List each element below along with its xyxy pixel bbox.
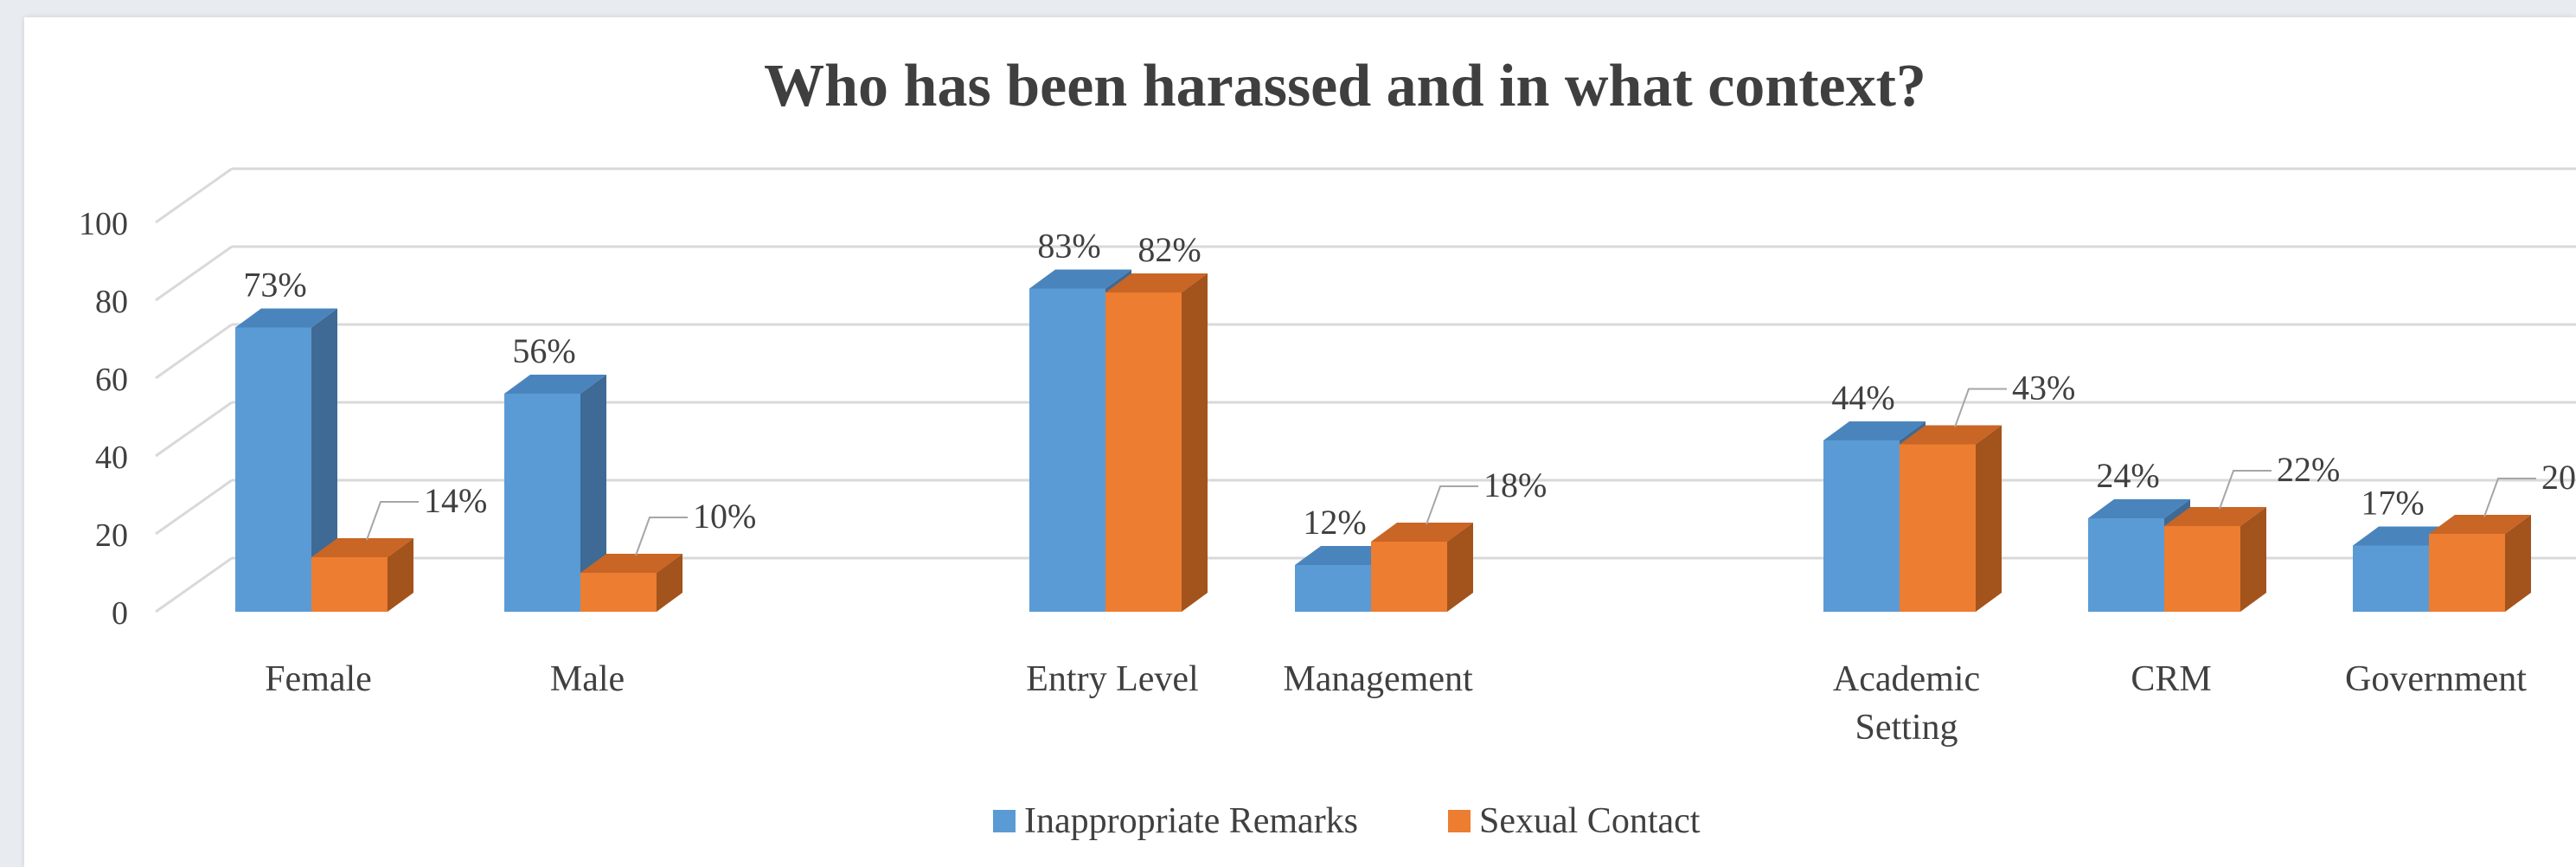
category-label: CRM <box>2131 659 2211 699</box>
category-label: Management <box>1283 659 1473 699</box>
gridline-side <box>155 323 233 380</box>
bar-top <box>1371 523 1473 542</box>
gridline-side <box>155 245 233 302</box>
bar-side <box>1447 523 1473 612</box>
data-label: 20% <box>2541 458 2576 497</box>
category-label: Female <box>265 659 372 699</box>
bar-top <box>1900 425 2002 445</box>
bar-front <box>235 327 311 612</box>
data-label: 44% <box>1831 378 1894 417</box>
gridline-side <box>155 167 233 224</box>
bar-top <box>504 375 606 394</box>
bar-front <box>2088 518 2164 612</box>
data-label: 24% <box>2096 456 2159 495</box>
y-tick-label: 60 <box>95 362 128 398</box>
data-label: 83% <box>1037 227 1100 266</box>
bar-front <box>1105 292 1182 612</box>
bar-top <box>235 308 337 328</box>
bar-top <box>1029 269 1131 289</box>
bar-sexual-contact <box>580 554 682 612</box>
gridline-side <box>155 556 233 613</box>
legend-label: Sexual Contact <box>1479 801 1701 841</box>
bar-front <box>504 394 580 612</box>
data-label: 14% <box>424 481 487 520</box>
bar-front <box>2429 534 2505 612</box>
data-label: 82% <box>1137 230 1201 269</box>
bar-side <box>1976 425 2002 612</box>
bar-side <box>1182 273 1208 612</box>
bar-front <box>2164 526 2240 612</box>
bar-side <box>388 538 413 612</box>
bar-sexual-contact <box>1105 273 1208 612</box>
bar-top <box>311 538 413 557</box>
legend-swatch <box>993 810 1016 832</box>
category-label: Male <box>550 659 625 699</box>
bar-top <box>1823 421 1926 440</box>
bar-sexual-contact <box>1371 523 1473 612</box>
chart-card <box>24 17 2576 867</box>
y-tick-label: 20 <box>95 517 128 554</box>
data-label: 73% <box>243 266 306 305</box>
y-tick-label: 0 <box>112 595 128 632</box>
category-label: Setting <box>1855 708 1958 748</box>
bar-side <box>657 554 682 612</box>
y-tick-label: 100 <box>79 206 128 242</box>
bar-sexual-contact <box>2164 507 2266 612</box>
bars <box>235 269 2531 612</box>
bar-front <box>311 557 388 612</box>
bar-inappropriate-remarks <box>504 375 606 612</box>
gridline-side <box>155 478 233 536</box>
bar-front <box>1900 444 1976 612</box>
bar-sexual-contact <box>2429 515 2531 612</box>
bar-side <box>580 375 606 612</box>
legend: Inappropriate Remarks Sexual Contact <box>993 801 1701 841</box>
bar-side <box>2505 515 2531 612</box>
category-label: Academic <box>1833 659 1980 699</box>
chart-title: Who has been harassed and in what contex… <box>764 53 1926 119</box>
bar-top <box>2164 507 2266 526</box>
data-label: 56% <box>512 331 575 370</box>
category-label: Entry Level <box>1026 659 1198 699</box>
data-label: 22% <box>2277 450 2340 489</box>
bar-front <box>1371 542 1447 612</box>
bar-top <box>1105 273 1208 292</box>
bar-sexual-contact <box>311 538 413 612</box>
legend-label: Inappropriate Remarks <box>1024 801 1358 841</box>
bar-top <box>580 554 682 573</box>
bar-front <box>580 573 657 612</box>
data-label: 10% <box>693 497 756 536</box>
data-label-leader <box>1426 485 1478 525</box>
category-labels: Female Male Entry Level Management Academic S… <box>265 659 2527 748</box>
bar-front <box>2353 545 2429 612</box>
bar-top <box>2088 499 2190 518</box>
gridline-side <box>155 401 233 458</box>
bar-front <box>1823 440 1900 612</box>
category-label: Government <box>2345 659 2527 699</box>
data-label-leader <box>2483 478 2536 517</box>
data-label-leader <box>366 501 419 541</box>
data-label: 43% <box>2012 369 2075 408</box>
y-axis-ticks: 0 20 40 60 80 100 <box>79 206 128 632</box>
bar-front <box>1029 288 1105 612</box>
y-tick-label: 40 <box>95 440 128 476</box>
data-label-leader <box>1954 388 2007 427</box>
y-tick-label: 80 <box>95 284 128 320</box>
data-labels: 73% 14% 56% 10% 83% 82% 12% 18% 44% 43% 24% 22% 17% 2… <box>243 227 2576 556</box>
legend-swatch <box>1448 810 1471 832</box>
data-label: 12% <box>1303 503 1366 542</box>
bar-side <box>2240 507 2266 612</box>
bar-top <box>2429 515 2531 534</box>
data-label-leader <box>2219 470 2272 510</box>
data-label: 17% <box>2361 484 2424 523</box>
bar-sexual-contact <box>1900 425 2002 612</box>
data-label-leader <box>635 517 688 556</box>
bar-front <box>1295 565 1371 612</box>
bar-inappropriate-remarks <box>235 308 337 612</box>
data-label: 18% <box>1483 466 1547 504</box>
bar-side <box>311 308 337 612</box>
